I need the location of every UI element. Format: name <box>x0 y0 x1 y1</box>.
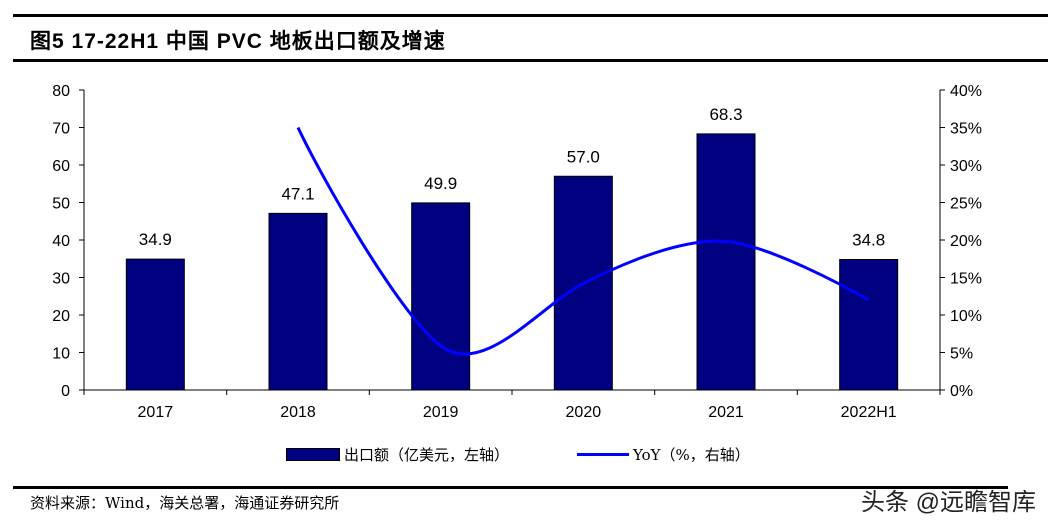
right-tick-label: 0% <box>950 383 973 400</box>
right-tick-label: 25% <box>950 196 982 213</box>
left-tick-label: 10 <box>52 346 70 363</box>
left-tick-label: 0 <box>61 383 70 400</box>
bar-data-label: 57.0 <box>567 147 600 166</box>
x-tick-label: 2017 <box>138 404 174 421</box>
chart-title: 图5 17-22H1 中国 PVC 地板出口额及增速 <box>30 30 446 53</box>
source-note: 资料来源：Wind，海关总署，海通证券研究所 <box>30 494 340 512</box>
right-tick-label: 15% <box>950 271 982 288</box>
title-rule <box>13 59 1048 62</box>
legend-bar-label: 出口额（亿美元，左轴） <box>344 446 510 464</box>
left-tick-label: 50 <box>52 196 70 213</box>
legend-item-bar: 出口额（亿美元，左轴） <box>286 444 509 465</box>
x-tick-label: 2019 <box>423 404 459 421</box>
x-tick-label: 2021 <box>708 404 744 421</box>
legend-item-line: YoY（%，右轴） <box>577 444 750 465</box>
legend-bar-swatch <box>286 448 340 461</box>
bar-data-label: 68.3 <box>709 105 742 124</box>
legend-line-label: YoY（%，右轴） <box>633 446 750 464</box>
left-tick-label: 40 <box>52 233 70 250</box>
bar <box>411 202 471 391</box>
left-tick-label: 80 <box>52 83 70 100</box>
right-tick-label: 10% <box>950 308 982 325</box>
bar <box>553 175 613 391</box>
right-tick-label: 5% <box>950 346 973 363</box>
bar-data-label: 49.9 <box>424 174 457 193</box>
right-tick-label: 20% <box>950 233 982 250</box>
bar-data-label: 47.1 <box>281 184 314 203</box>
right-tick-label: 40% <box>950 83 982 100</box>
left-tick-label: 70 <box>52 121 70 138</box>
bar-data-label: 34.9 <box>139 230 172 249</box>
chart: 0 10 20 30 40 50 60 70 80 0% 5% 10% 15% 20% 25% 30% 35% 4… <box>52 83 982 421</box>
left-tick-label: 60 <box>52 158 70 175</box>
left-tick-label: 30 <box>52 271 70 288</box>
x-tick-label: 2022H1 <box>841 404 897 421</box>
legend-line-swatch <box>577 453 629 456</box>
bottom-rule <box>13 486 1008 489</box>
bar-data-label: 34.8 <box>852 231 885 250</box>
bar <box>268 212 328 391</box>
bar <box>839 259 899 391</box>
right-tick-label: 30% <box>950 158 982 175</box>
watermark: 头条 @远瞻智库 <box>860 489 1036 516</box>
right-tick-label: 35% <box>950 121 982 138</box>
top-rule <box>13 14 1048 17</box>
yoy-line <box>296 126 870 356</box>
bar <box>125 258 185 391</box>
x-tick-label: 2020 <box>566 404 602 421</box>
x-tick-label: 2018 <box>280 404 316 421</box>
bar <box>696 133 756 391</box>
left-tick-label: 20 <box>52 308 70 325</box>
